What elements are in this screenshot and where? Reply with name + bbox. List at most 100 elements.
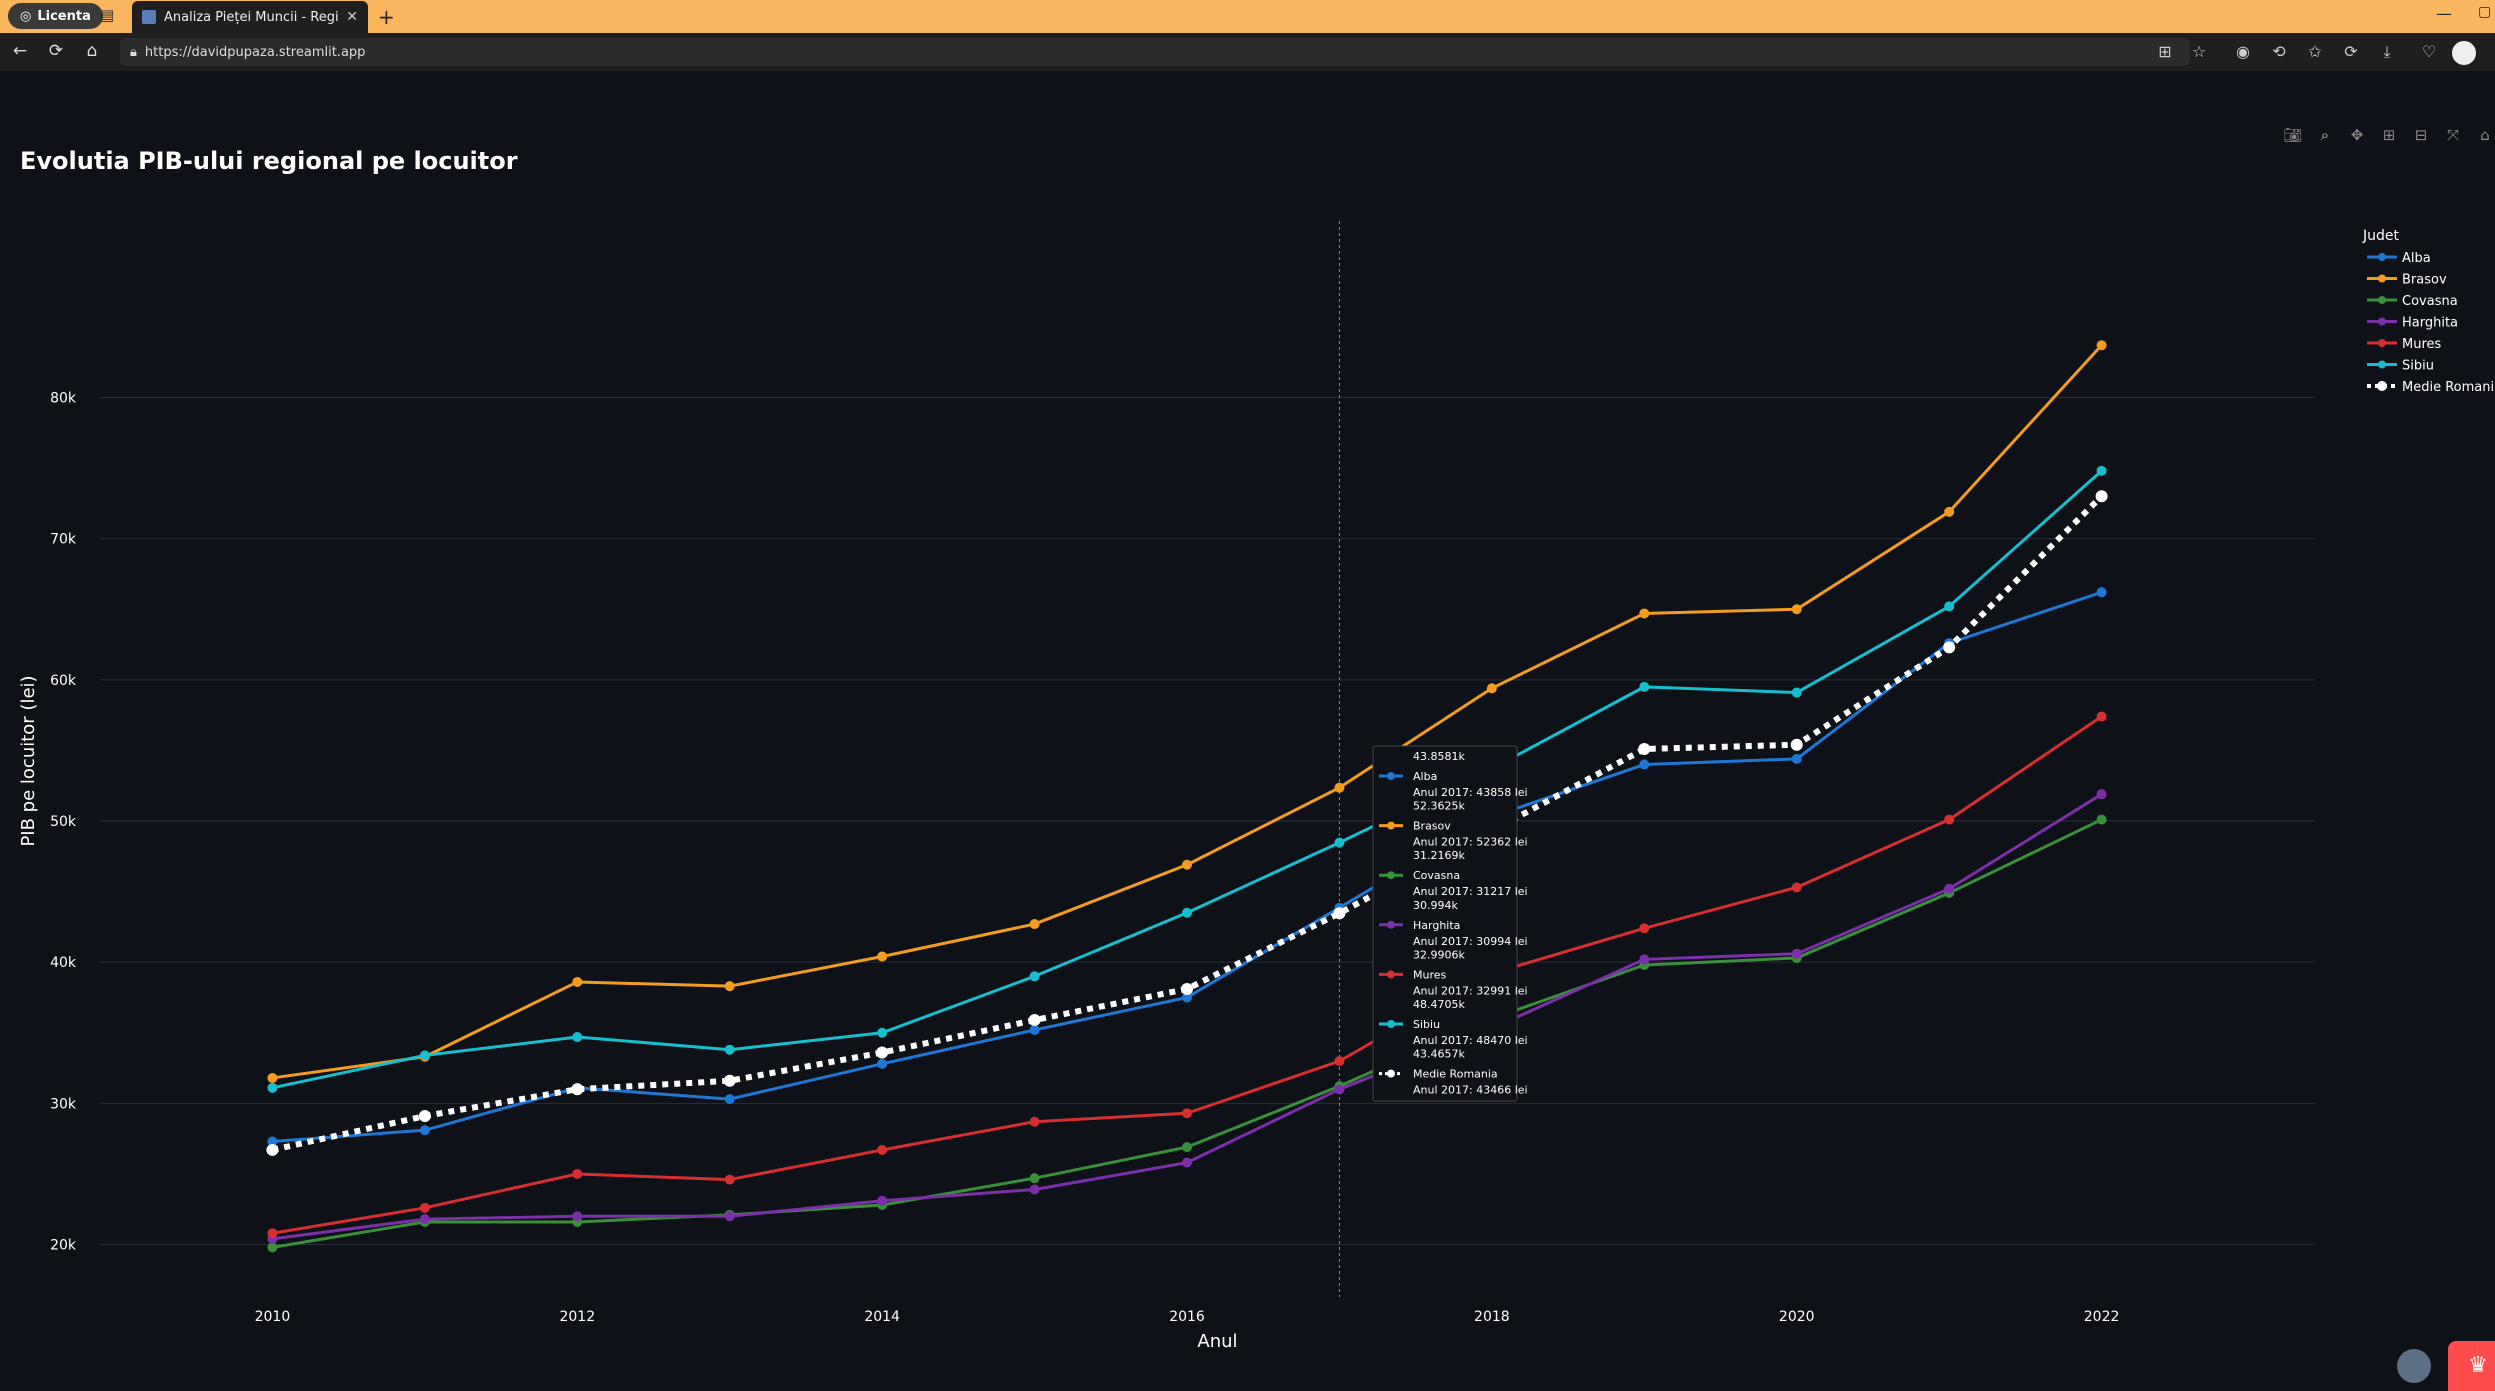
legend-item-label: Sibiu [2402,359,2434,374]
data-point [1029,1014,1041,1026]
legend-swatch-marker [2378,296,2386,304]
x-axis-title: Anul [1197,1331,1237,1352]
series-brasov [267,340,2106,1083]
browser-nav-bar: ← ⟳ ⌂ 🔒︎ https://davidpupaza.streamlit.a… [0,33,2495,71]
history-icon[interactable]: ⟳ [2340,42,2362,61]
x-tick-label: 2018 [1474,1309,1510,1325]
legend-item-label: Covasna [2402,294,2458,309]
data-point [1792,688,1802,698]
data-point [877,1059,887,1069]
tooltip-swatch-marker [1387,871,1395,879]
data-point [1944,815,1954,825]
legend-swatch-marker [2377,381,2387,391]
legend-title: Judet [2362,228,2400,244]
data-point [1030,971,1040,981]
address-bar[interactable]: 🔒︎ https://davidpupaza.streamlit.app [120,38,2190,66]
tooltip-swatch-marker [1387,970,1395,978]
window-minimize-icon[interactable]: — [2436,4,2452,23]
tooltip-value: 30.994k [1413,899,1458,912]
data-point [1030,1184,1040,1194]
data-point [2097,587,2107,597]
data-point [725,1045,735,1055]
series-medie-romania [266,490,2107,1156]
x-tick-label: 2020 [1779,1309,1815,1325]
data-point [1182,908,1192,918]
data-point [267,1073,277,1083]
y-tick-label: 60k [50,673,77,689]
profile-tab[interactable]: ◎ Licenta [8,3,103,29]
series-line [272,345,2101,1078]
app-page: Evolutia PIB-ului regional pe locuitor 📷… [0,71,2495,1391]
new-tab-icon[interactable]: + [378,5,395,29]
favorite-star-icon[interactable]: ☆ [2188,42,2210,61]
data-point [1030,1173,1040,1183]
sync-icon[interactable]: ⟲ [2268,42,2290,61]
window-maximize-icon[interactable]: ▢ [2478,4,2491,20]
favorites-icon[interactable]: ✩ [2304,42,2326,61]
profile-tab-label: Licenta [37,9,91,24]
data-point [572,1211,582,1221]
download-icon[interactable]: ⤓ [2376,42,2398,62]
x-tick-label: 2016 [1169,1309,1205,1325]
data-point [725,1211,735,1221]
tooltip-detail: Anul 2017: 31217 lei [1413,885,1528,898]
data-point [1334,1084,1344,1094]
tooltip-swatch-marker [1387,822,1395,830]
data-point [420,1203,430,1213]
y-tick-label: 30k [50,1096,77,1112]
data-point [1639,760,1649,770]
y-tick-label: 70k [50,532,77,548]
tooltip-series-name: Harghita [1413,919,1460,932]
series-harghita [267,789,2106,1244]
legend-item-label: Brasov [2402,273,2447,288]
tooltip-swatch-marker [1387,1070,1395,1078]
tab-list-icon[interactable]: ▤ [96,6,118,26]
tooltip-series-name: Sibiu [1413,1018,1440,1031]
legend-item-label: Alba [2402,251,2431,266]
data-point [1182,1142,1192,1152]
tooltip-swatch-marker [1387,772,1395,780]
back-icon[interactable]: ← [8,41,32,61]
data-point [267,1228,277,1238]
tooltip-value: 31.2169k [1413,849,1465,862]
legend-item-label: Mures [2402,337,2442,352]
data-point [1182,1158,1192,1168]
data-point [725,1175,735,1185]
data-point [1638,743,1650,755]
legend-swatch-marker [2378,253,2386,261]
data-point [1944,601,1954,611]
data-point [1791,739,1803,751]
data-point [1792,604,1802,614]
health-icon[interactable]: ♡ [2418,42,2440,61]
data-point [876,1047,888,1059]
data-point [1792,754,1802,764]
data-point [1181,983,1193,995]
tooltip-series-name: Brasov [1413,820,1451,833]
line-chart: Anul PIB pe locuitor (lei) 20k30k40k50k6… [0,71,2495,1391]
profile-avatar[interactable] [2452,41,2476,65]
tooltip-series-name: Alba [1413,770,1437,783]
tab-close-icon[interactable]: ✕ [346,9,358,25]
reader-mode-icon[interactable]: ⊞ [2154,42,2176,61]
home-icon[interactable]: ⌂ [80,41,104,61]
streamlit-crown-icon[interactable]: ♛ [2448,1341,2495,1391]
browser-tab-active[interactable]: Analiza Pieței Muncii - Regiunea C ✕ [132,1,368,33]
data-point [572,977,582,987]
y-axis-title: PIB pe locuitor (lei) [18,675,39,846]
reload-icon[interactable]: ⟳ [44,41,68,61]
tooltip-detail: Anul 2017: 32991 lei [1413,984,1528,997]
data-point [1333,907,1345,919]
data-point [1030,1025,1040,1035]
data-point [266,1144,278,1156]
tooltip-swatch-marker [1387,1020,1395,1028]
tooltip-series-name: Mures [1413,968,1447,981]
data-point [572,1032,582,1042]
x-tick-label: 2012 [559,1309,595,1325]
data-point [2096,490,2108,502]
legend-swatch-marker [2378,339,2386,347]
extension-icon[interactable]: ◉ [2232,42,2254,61]
user-avatar[interactable] [2397,1349,2431,1383]
data-point [725,1094,735,1104]
legend: Judet Alba Brasov Covasna Harghita Mures Sibi… [2362,228,2495,395]
y-tick-label: 50k [50,814,77,830]
